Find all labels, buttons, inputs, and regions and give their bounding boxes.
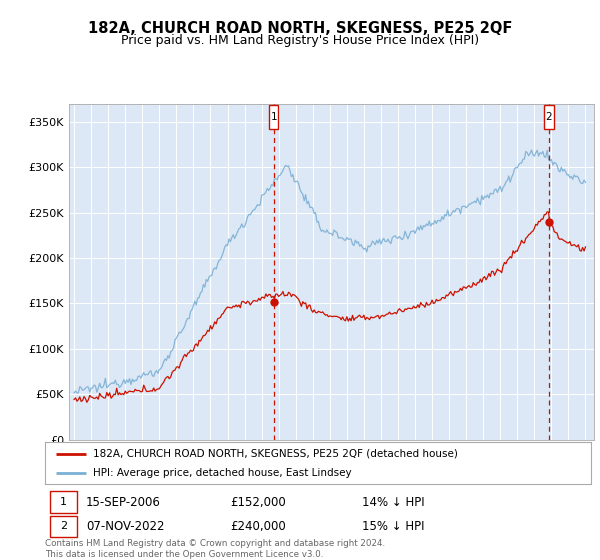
FancyBboxPatch shape [50,491,77,513]
Text: 15-SEP-2006: 15-SEP-2006 [86,496,161,508]
Text: 15% ↓ HPI: 15% ↓ HPI [362,520,424,533]
Text: Price paid vs. HM Land Registry's House Price Index (HPI): Price paid vs. HM Land Registry's House … [121,34,479,46]
Text: 2: 2 [60,521,67,531]
Text: £240,000: £240,000 [230,520,286,533]
Text: 182A, CHURCH ROAD NORTH, SKEGNESS, PE25 2QF: 182A, CHURCH ROAD NORTH, SKEGNESS, PE25 … [88,21,512,36]
Text: 14% ↓ HPI: 14% ↓ HPI [362,496,424,508]
Text: HPI: Average price, detached house, East Lindsey: HPI: Average price, detached house, East… [93,468,352,478]
Text: Contains HM Land Registry data © Crown copyright and database right 2024.
This d: Contains HM Land Registry data © Crown c… [45,539,385,559]
Text: 182A, CHURCH ROAD NORTH, SKEGNESS, PE25 2QF (detached house): 182A, CHURCH ROAD NORTH, SKEGNESS, PE25 … [93,449,458,459]
Text: 1: 1 [60,497,67,507]
FancyBboxPatch shape [50,516,77,537]
Text: 2: 2 [545,112,552,122]
FancyBboxPatch shape [544,105,554,129]
Text: 1: 1 [271,112,277,122]
Text: £152,000: £152,000 [230,496,286,508]
FancyBboxPatch shape [269,105,278,129]
Text: 07-NOV-2022: 07-NOV-2022 [86,520,164,533]
